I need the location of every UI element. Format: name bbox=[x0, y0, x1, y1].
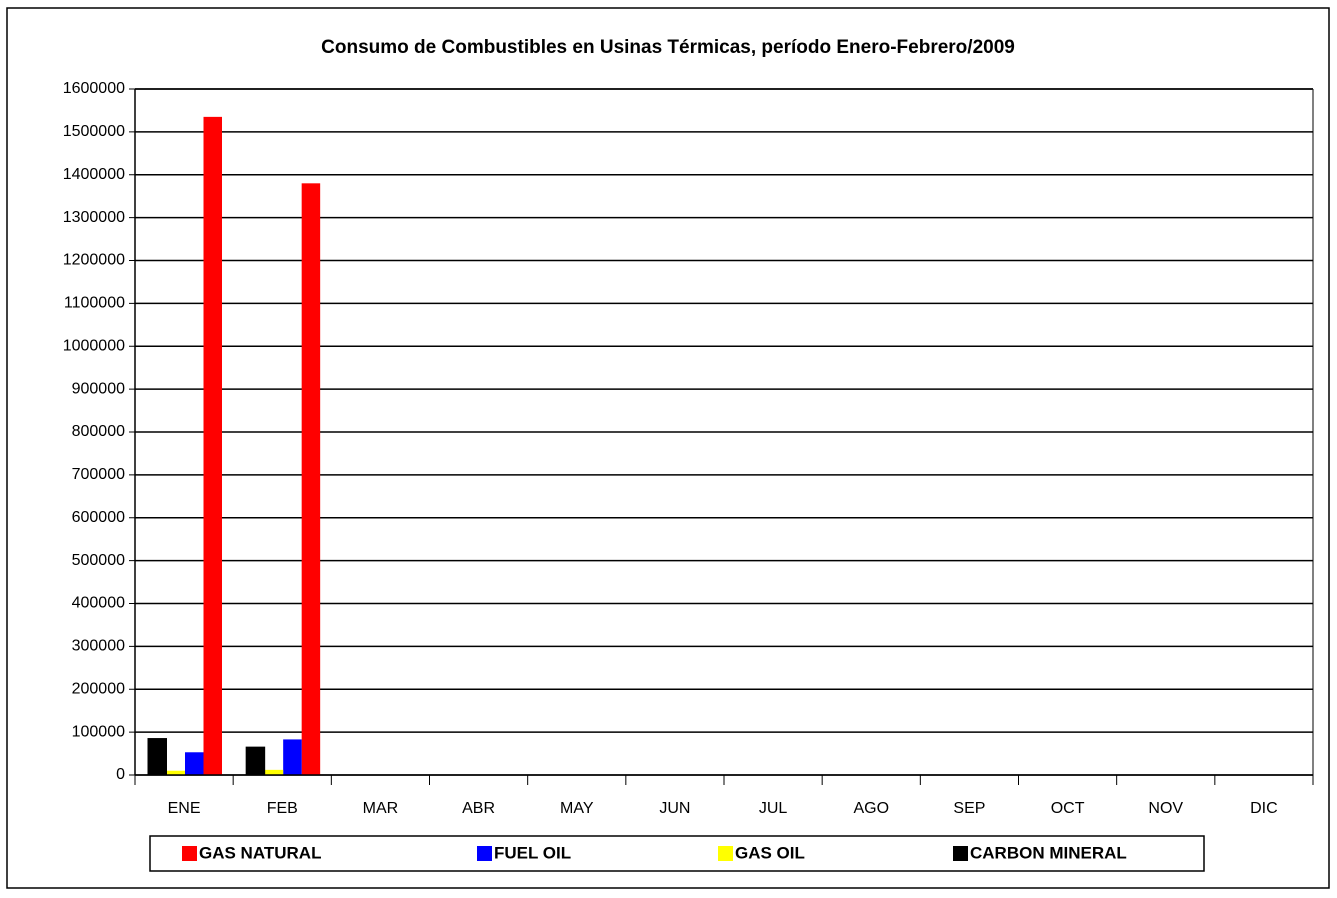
x-tick-label: NOV bbox=[1148, 800, 1183, 817]
legend-label: GAS NATURAL bbox=[199, 843, 321, 862]
x-tick-label: SEP bbox=[953, 800, 985, 817]
legend-swatch bbox=[718, 846, 733, 861]
chart-border bbox=[6, 7, 1330, 889]
y-tick-label: 900000 bbox=[72, 380, 125, 397]
bar bbox=[301, 183, 321, 775]
x-tick-label: JUL bbox=[759, 800, 788, 817]
bar bbox=[166, 770, 185, 775]
y-tick-label: 1000000 bbox=[63, 337, 125, 354]
y-tick-label: 1400000 bbox=[63, 166, 125, 183]
bar bbox=[147, 738, 167, 776]
x-tick-label: MAR bbox=[363, 800, 399, 817]
y-tick-label: 1300000 bbox=[63, 209, 125, 226]
legend-label: CARBON MINERAL bbox=[970, 843, 1127, 862]
y-tick-label: 0 bbox=[116, 766, 125, 783]
x-tick-label: DIC bbox=[1250, 800, 1278, 817]
y-tick-label: 400000 bbox=[72, 595, 125, 612]
bar bbox=[203, 116, 222, 775]
legend-swatch bbox=[953, 846, 968, 861]
legend-swatch bbox=[477, 846, 492, 861]
y-tick-label: 1200000 bbox=[63, 252, 125, 269]
bar bbox=[283, 739, 302, 775]
bar bbox=[264, 769, 284, 775]
legend-box bbox=[149, 835, 1205, 872]
x-tick-label: AGO bbox=[853, 800, 889, 817]
y-tick-label: 1100000 bbox=[64, 295, 125, 312]
y-tick-label: 500000 bbox=[72, 552, 125, 569]
y-tick-label: 100000 bbox=[72, 723, 125, 740]
legend-label: GAS OIL bbox=[735, 843, 805, 862]
y-tick-label: 200000 bbox=[72, 680, 125, 697]
bar bbox=[185, 752, 204, 775]
y-tick-label: 1600000 bbox=[63, 80, 125, 97]
x-tick-label: MAY bbox=[560, 800, 594, 817]
chart-title: Consumo de Combustibles en Usinas Térmic… bbox=[321, 37, 1015, 58]
y-tick-label: 800000 bbox=[72, 423, 125, 440]
legend-swatch bbox=[182, 846, 197, 861]
legend-label: FUEL OIL bbox=[494, 843, 571, 862]
x-tick-label: JUN bbox=[659, 800, 690, 817]
x-tick-label: FEB bbox=[267, 800, 298, 817]
x-tick-label: ABR bbox=[462, 800, 495, 817]
bar bbox=[245, 746, 266, 776]
y-tick-label: 700000 bbox=[72, 466, 125, 483]
x-tick-label: OCT bbox=[1051, 800, 1085, 817]
y-tick-label: 1500000 bbox=[63, 123, 125, 140]
x-tick-label: ENE bbox=[168, 800, 201, 817]
y-tick-label: 300000 bbox=[72, 638, 125, 655]
y-tick-label: 600000 bbox=[72, 509, 125, 526]
